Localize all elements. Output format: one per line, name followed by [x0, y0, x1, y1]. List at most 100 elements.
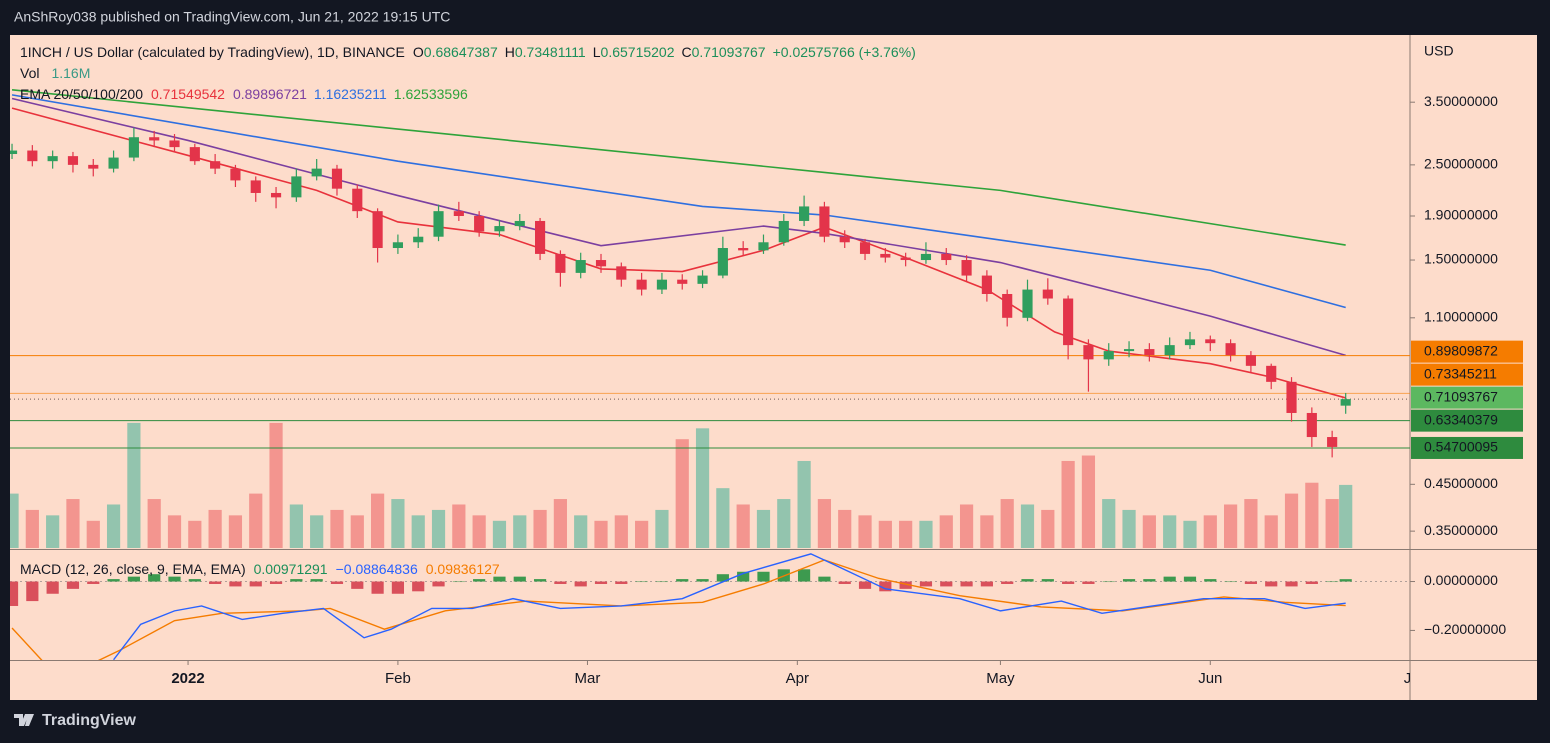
- volume-bar: [513, 515, 527, 548]
- volume-bar: [1000, 499, 1014, 548]
- macd-legend: MACD (12, 26, close, 9, EMA, EMA) 0.00971…: [20, 561, 500, 577]
- candle-body: [697, 275, 708, 284]
- level-label-bg: [1411, 386, 1523, 409]
- volume-bar: [959, 504, 974, 548]
- y-tick-label: 1.90000000: [1424, 207, 1498, 223]
- level-label-bg: [1411, 340, 1523, 363]
- footer-brand: TradingView: [42, 712, 137, 729]
- level-label: 0.54700095: [1424, 439, 1498, 455]
- candle-body: [311, 168, 322, 177]
- volume-bar: [716, 488, 730, 548]
- candle-body: [839, 236, 850, 243]
- volume-bar: [391, 499, 405, 548]
- level-label: 0.73345211: [1424, 365, 1497, 381]
- candle-body: [67, 156, 79, 165]
- candle-body: [372, 211, 383, 249]
- legend-value: 0.89896721: [233, 86, 307, 102]
- volume-bar: [10, 493, 19, 548]
- x-tick-label: Mar: [575, 670, 601, 687]
- volume-bar: [1061, 460, 1075, 548]
- candle-body: [413, 236, 424, 243]
- volume-bar: [1041, 509, 1055, 548]
- volume-legend: Vol 1.16M: [20, 65, 90, 81]
- level-label: 0.71093767: [1424, 388, 1498, 404]
- macd-histogram-bar: [473, 579, 486, 582]
- volume-bar: [899, 520, 913, 548]
- volume-bar: [1264, 515, 1278, 548]
- macd-histogram-bar: [757, 571, 770, 582]
- volume-bar: [1284, 493, 1299, 548]
- candle-body: [494, 226, 505, 232]
- candle-body: [920, 253, 932, 261]
- macd-histogram-bar: [148, 574, 161, 582]
- macd-histogram-bar: [1041, 579, 1054, 582]
- candle-body: [961, 260, 972, 276]
- volume-bar: [1203, 515, 1217, 548]
- macd-histogram-bar: [310, 579, 323, 582]
- candle-body: [433, 211, 444, 237]
- price-pane: [10, 89, 1410, 548]
- macd-tick-label: −0.20000000: [1424, 621, 1506, 637]
- candle-body: [1245, 355, 1256, 366]
- macd-histogram-bar: [879, 581, 892, 592]
- volume-bar: [939, 515, 953, 548]
- time-axis: 2022 Feb Mar Apr May Jun Jul: [171, 661, 1410, 687]
- volume-bar: [1223, 504, 1238, 548]
- ohlc-value: 0.65715202: [601, 44, 675, 60]
- legend-value: 0.00971291: [254, 561, 328, 577]
- macd-histogram-bar: [493, 576, 506, 582]
- ohlc-key: H: [505, 44, 515, 60]
- logo-mark: [14, 714, 34, 726]
- y-tick-label: 1.10000000: [1424, 309, 1498, 325]
- volume-bar: [371, 493, 385, 548]
- macd-histogram-bar: [635, 581, 648, 583]
- legend-value: −0.08864836: [336, 561, 418, 577]
- macd-histogram-bar: [696, 579, 709, 582]
- volume-bar: [553, 499, 567, 548]
- volume-bar: [1122, 509, 1136, 548]
- ema-line: [11, 97, 1346, 357]
- candle-body: [1063, 298, 1074, 346]
- macd-histogram-bar: [919, 581, 933, 587]
- macd-histogram-bar: [1102, 581, 1115, 583]
- macd-histogram-bar: [655, 581, 669, 583]
- candle-body: [149, 137, 160, 141]
- candle-body: [636, 279, 647, 290]
- volume-bar: [594, 520, 608, 548]
- volume-bar: [919, 520, 933, 548]
- candle-body: [1103, 351, 1114, 360]
- volume-bar: [167, 515, 182, 548]
- candle-body: [1042, 289, 1053, 299]
- candle-body: [169, 140, 180, 148]
- candle-body: [189, 147, 200, 162]
- candle-body: [595, 260, 607, 267]
- candle-body: [1205, 339, 1216, 344]
- macd-histogram-bar: [899, 581, 912, 589]
- macd-histogram-bar: [1224, 581, 1237, 583]
- volume-bar: [492, 520, 507, 548]
- volume-bar: [1325, 499, 1339, 548]
- publisher: AnShRoy038 published on TradingView.com,…: [14, 9, 450, 25]
- macd-histogram-bar: [1021, 579, 1034, 582]
- candle-body: [474, 215, 485, 232]
- x-tick-label: Apr: [786, 670, 809, 687]
- candle-body: [859, 242, 871, 254]
- candle-body: [1327, 437, 1338, 447]
- candle-body: [1002, 293, 1013, 318]
- legend-value: 0.09836127: [426, 561, 500, 577]
- volume-bar: [533, 509, 547, 548]
- macd-histogram-bar: [432, 581, 445, 587]
- volume-bar: [228, 515, 243, 548]
- candle-body: [230, 168, 241, 181]
- macd-histogram-bar: [940, 581, 953, 587]
- volume-bar: [777, 499, 791, 548]
- macd-histogram-bar: [980, 581, 993, 587]
- change: +0.02575766 (+3.76%): [773, 44, 916, 60]
- macd-histogram-bar: [1305, 581, 1318, 584]
- volume-bar: [838, 509, 852, 548]
- candle-body: [941, 253, 952, 261]
- volume-bar: [249, 493, 263, 548]
- x-tick-label: Feb: [385, 670, 411, 687]
- macd-histogram-bar: [513, 576, 526, 582]
- volume-bar: [655, 509, 669, 548]
